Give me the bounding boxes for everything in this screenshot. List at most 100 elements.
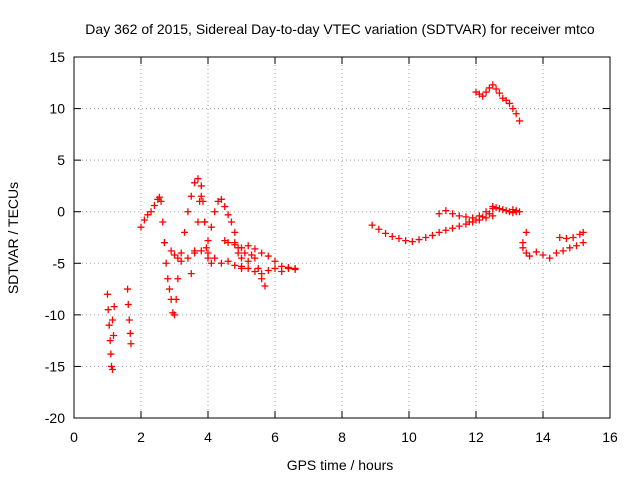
data-point xyxy=(207,223,215,231)
y-tick-label: 5 xyxy=(57,152,65,168)
data-point xyxy=(197,247,205,255)
data-point xyxy=(110,303,118,311)
data-point xyxy=(231,261,239,269)
data-point xyxy=(108,362,116,370)
data-point xyxy=(110,331,118,339)
data-point xyxy=(573,242,580,250)
series-arc-d xyxy=(137,175,245,319)
data-point xyxy=(160,239,168,247)
data-point xyxy=(187,192,195,200)
data-point xyxy=(479,213,487,221)
data-point xyxy=(569,234,577,241)
data-point xyxy=(495,89,503,97)
y-axis-ticks: 15 10 5 0 -5 -10 -15 -20 xyxy=(45,49,610,426)
data-point xyxy=(125,316,133,324)
data-point xyxy=(104,290,111,298)
x-tick-label: 6 xyxy=(271,429,279,445)
data-point xyxy=(479,92,487,100)
data-point xyxy=(162,259,170,267)
data-point xyxy=(559,247,567,255)
data-point xyxy=(204,237,212,245)
data-point xyxy=(172,295,180,303)
data-point xyxy=(194,218,202,226)
data-point xyxy=(475,212,483,220)
y-tick-label: 10 xyxy=(49,101,65,117)
data-point xyxy=(539,251,547,259)
data-point xyxy=(502,207,510,215)
data-point xyxy=(244,242,252,250)
data-point xyxy=(552,249,560,257)
y-tick-label: 15 xyxy=(49,49,65,65)
data-point xyxy=(522,249,530,257)
x-axis-label: GPS time / hours xyxy=(287,457,394,473)
series-arc-m xyxy=(519,239,587,262)
data-point xyxy=(207,259,215,267)
series-arc-c xyxy=(124,285,135,348)
data-point xyxy=(422,234,430,241)
data-point xyxy=(105,321,113,329)
data-point xyxy=(244,264,252,272)
data-point xyxy=(382,229,390,237)
data-point xyxy=(526,252,534,260)
data-point xyxy=(171,251,178,259)
data-point xyxy=(264,267,272,275)
data-point xyxy=(395,235,403,243)
data-point xyxy=(147,208,155,216)
series-arc-f xyxy=(187,182,215,278)
y-tick-label: -10 xyxy=(45,307,65,323)
chart-title: Day 362 of 2015, Sidereal Day-to-day VTE… xyxy=(85,21,595,37)
data-point xyxy=(107,350,115,358)
data-point xyxy=(224,257,232,265)
data-point xyxy=(509,105,517,113)
data-point xyxy=(388,232,396,240)
series-arc-g xyxy=(221,237,299,272)
data-point xyxy=(234,244,242,252)
y-tick-label: -5 xyxy=(53,255,66,271)
data-point xyxy=(211,254,219,262)
data-point xyxy=(201,218,209,226)
data-point xyxy=(217,259,225,267)
data-point xyxy=(254,264,262,272)
data-point xyxy=(455,222,463,230)
data-point xyxy=(449,224,457,232)
data-point xyxy=(184,254,192,262)
data-point xyxy=(167,247,175,255)
y-tick-label: -20 xyxy=(45,410,65,426)
series-arc-b xyxy=(109,303,118,339)
data-point xyxy=(472,216,480,224)
data-point xyxy=(109,366,117,374)
data-point xyxy=(512,110,520,118)
data-point xyxy=(492,204,500,212)
data-point xyxy=(449,210,457,218)
data-point xyxy=(238,262,245,270)
data-point xyxy=(516,117,524,125)
data-point xyxy=(181,228,189,236)
series-arc-k xyxy=(465,204,524,226)
data-point xyxy=(442,226,450,234)
data-point xyxy=(506,208,513,216)
data-point xyxy=(482,88,490,96)
data-point xyxy=(197,192,205,200)
data-point xyxy=(261,282,269,290)
data-point xyxy=(217,195,225,203)
data-point xyxy=(174,275,182,283)
grid xyxy=(74,57,610,418)
data-point xyxy=(435,210,443,218)
data-point xyxy=(238,254,245,262)
data-point xyxy=(244,257,252,265)
data-point xyxy=(402,237,410,245)
data-point xyxy=(465,218,473,226)
x-tick-label: 12 xyxy=(468,429,484,445)
data-point xyxy=(271,264,279,272)
x-tick-label: 0 xyxy=(70,429,78,445)
data-point xyxy=(271,257,279,265)
series-arc-l xyxy=(472,81,524,125)
data-point xyxy=(194,175,202,183)
data-point xyxy=(191,247,199,255)
data-point xyxy=(165,285,173,293)
data-point xyxy=(435,228,443,236)
x-tick-label: 10 xyxy=(401,429,417,445)
data-point xyxy=(489,81,497,89)
data-point xyxy=(251,245,259,253)
series-arc-a xyxy=(104,290,117,374)
